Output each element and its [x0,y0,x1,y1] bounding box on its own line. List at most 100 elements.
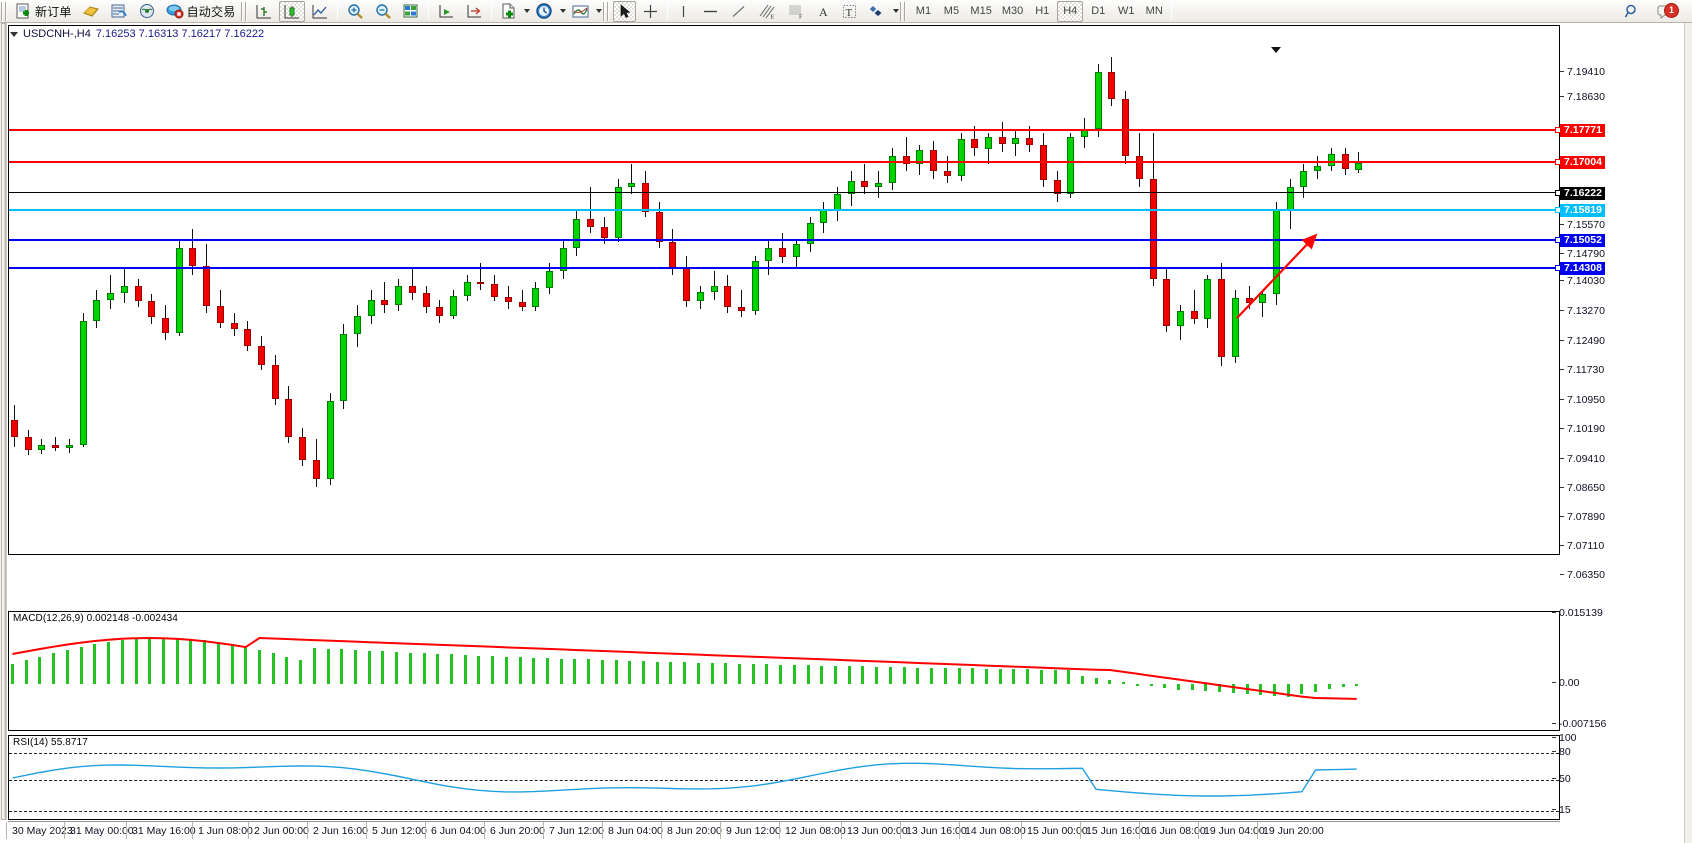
macd-histogram-bar [971,668,975,684]
chart-menu-caret-icon[interactable] [10,31,18,37]
price-axis-tick: 7.14790 [1560,248,1684,260]
period-dropdown-caret[interactable] [560,9,567,13]
cursor-button[interactable] [613,0,637,22]
toolbar-grip-2[interactable] [241,1,249,21]
templates-dropdown-caret[interactable] [524,9,531,13]
candle-body [340,334,348,401]
macd-histogram-bar [175,638,179,684]
cursor-icon [621,3,631,18]
equidistant-channel-icon: E [760,4,775,20]
price-axis-tick: 7.11730 [1560,364,1684,376]
chart-workspace: USDCNH-,H4 7.16253 7.16313 7.16217 7.162… [0,23,1692,843]
level-price-tag[interactable]: 7.15052 [1555,234,1605,247]
indicators-dropdown-caret[interactable] [596,9,603,13]
toolbar-grip-4[interactable] [900,1,908,21]
horizontal-level-line[interactable] [9,239,1559,241]
fibonacci-button[interactable]: F [783,1,810,22]
rsi-axis-tick-label: 15 [1559,804,1571,816]
macd-histogram-bar [436,653,440,684]
level-price-tag[interactable]: 7.14308 [1555,262,1605,275]
indicators-button[interactable] [567,1,594,22]
macd-histogram-bar [381,651,385,684]
horizontal-level-line[interactable] [9,129,1559,131]
trendline-button[interactable] [726,1,752,22]
toolbar-grip-3[interactable] [603,1,611,21]
signals-button[interactable] [134,1,160,22]
chart-shift-button[interactable] [461,1,487,22]
candle-body [1135,156,1143,180]
macd-histogram-bar [367,650,371,684]
level-price-tag[interactable]: 7.17771 [1555,124,1605,137]
level-price-tag[interactable]: 7.17004 [1555,156,1605,169]
symbol-header: USDCNH-,H4 7.16253 7.16313 7.16217 7.162… [10,28,264,40]
rsi-threshold-line [9,753,1559,754]
text-button[interactable]: A [812,1,835,22]
horizontal-level-line[interactable] [9,161,1559,163]
level-price-tag[interactable]: 7.16222 [1555,187,1605,200]
toolbar-separator-4 [667,2,669,20]
timeframe-d1[interactable]: D1 [1085,1,1111,22]
macd-histogram-bar [1259,684,1263,695]
timeframe-mn[interactable]: MN [1141,1,1167,22]
zoom-out-icon [376,3,392,19]
period-button[interactable] [531,1,558,22]
candle-wick [946,156,948,183]
price-axis-tick-label: 7.15570 [1567,219,1605,231]
macd-indicator-pane[interactable]: MACD(12,26,9) 0.002148 -0.002434 [8,611,1560,731]
candle-body [546,270,553,288]
new-order-button[interactable]: 新订单 [11,1,76,22]
candle-body [820,209,828,224]
shapes-dropdown-caret[interactable] [893,9,900,13]
macd-histogram-bar [1094,678,1098,684]
horizontal-level-line[interactable] [9,192,1559,193]
notification-button[interactable]: 1 [1652,1,1682,22]
macd-histogram-bar [902,667,906,684]
timeframe-w1[interactable]: W1 [1113,1,1139,22]
candle-body [669,242,677,268]
time-axis[interactable]: 30 May 2023 31 May 00:00 31 May 16:00 1 Jun… [6,821,1560,843]
profile-button[interactable] [78,1,104,22]
timeframe-h1[interactable]: H1 [1029,1,1055,22]
equidistant-channel-button[interactable]: E [754,1,781,22]
macd-histogram-bar [1163,684,1167,688]
vertical-line-button[interactable] [672,1,695,22]
price-chart-pane[interactable] [8,25,1560,555]
pane-collapse-marker-icon[interactable] [1271,47,1281,53]
vertical-scrollbar[interactable] [0,23,7,820]
shapes-button[interactable] [864,1,891,22]
text-label-button[interactable]: T [837,1,862,22]
autotrade-button[interactable]: 自动交易 [162,1,240,22]
candle-body [806,223,814,244]
level-price-tag[interactable]: 7.15819 [1555,204,1605,217]
macd-histogram-bar [1218,684,1222,692]
candle-body [79,320,87,445]
macd-histogram-bar [285,656,289,684]
timeframe-m1[interactable]: M1 [910,1,936,22]
rsi-indicator-pane[interactable]: RSI(14) 55.8717 [8,735,1560,820]
time-axis-separator [1257,822,1258,839]
search-button[interactable] [1619,1,1645,22]
timeframe-m5[interactable]: M5 [938,1,964,22]
scrollbar-thumb[interactable] [1,23,6,820]
timeframe-m30[interactable]: M30 [998,1,1027,22]
timeframe-m15[interactable]: M15 [966,1,995,22]
price-axis[interactable]: 7.19410 7.18630 7.17771 7.17004 7.16222 7.158… [1555,25,1684,820]
zoom-in-button[interactable] [342,1,368,22]
timeframe-w1-label: W1 [1117,5,1135,17]
arrow-annotation[interactable] [1231,222,1331,322]
toolbar-grip-1[interactable] [1,1,8,21]
zoom-out-button[interactable] [370,1,396,22]
bar-chart-button[interactable] [251,1,277,22]
grid-button[interactable] [398,1,424,22]
horizontal-level-line[interactable] [9,209,1559,211]
templates-button[interactable] [496,1,522,22]
auto-scroll-button[interactable] [433,1,459,22]
timeframe-h4[interactable]: H4 [1057,0,1084,22]
candlestick-chart-button[interactable] [279,0,306,22]
line-chart-button[interactable] [307,1,333,22]
macd-histogram-bar [751,664,755,684]
data-window-button[interactable] [106,1,132,22]
crosshair-button[interactable] [638,1,663,22]
horizontal-line-button[interactable] [697,1,724,22]
horizontal-level-line[interactable] [9,267,1559,269]
